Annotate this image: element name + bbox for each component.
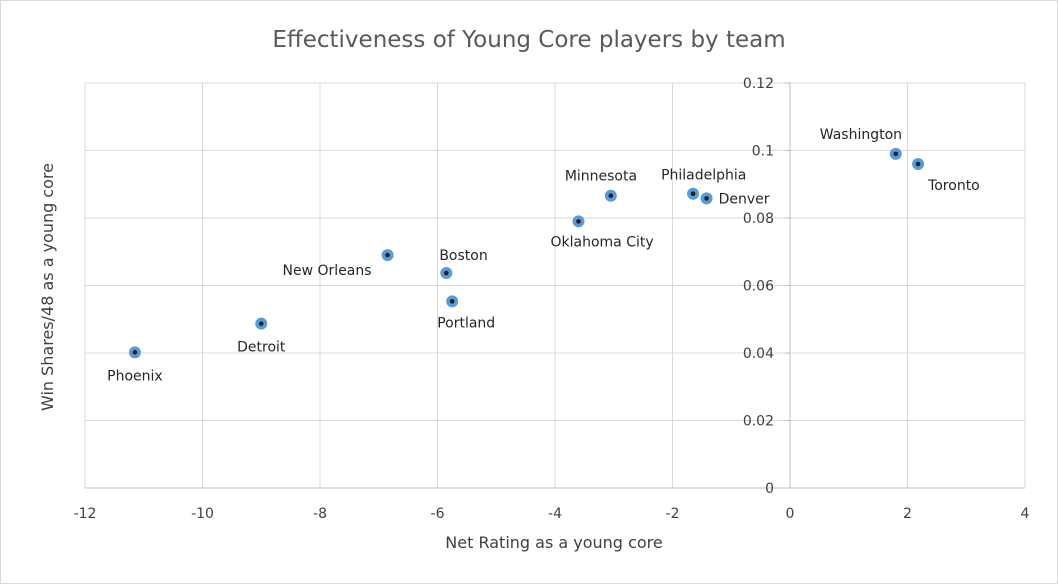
y-tick-label: 0.08	[743, 211, 774, 227]
data-label: Denver	[719, 191, 770, 207]
data-point-center	[385, 252, 390, 258]
x-tick-label: -4	[548, 506, 562, 522]
y-tick-label: 0.1	[752, 144, 774, 160]
data-point-center	[690, 191, 696, 196]
y-tick-label: 0.12	[743, 76, 774, 92]
x-tick-label: -12	[74, 506, 97, 522]
data-label: Minnesota	[565, 169, 637, 185]
data-label: Toronto	[927, 178, 980, 194]
data-label: Oklahoma City	[551, 234, 654, 250]
data-label: Phoenix	[107, 368, 163, 384]
data-point-center	[132, 350, 138, 355]
data-label: Philadelphia	[661, 168, 746, 184]
y-tick-label: 0	[765, 481, 774, 497]
x-tick-label: -10	[191, 506, 214, 522]
x-tick-label: -8	[313, 506, 327, 522]
data-point-center	[444, 270, 449, 276]
axes	[85, 82, 1025, 489]
y-tick-label: 0.06	[743, 279, 774, 295]
data-label: Detroit	[237, 340, 286, 356]
y-tick-label: 0.04	[743, 346, 774, 362]
data-point-center	[449, 299, 455, 304]
x-tick-label: 0	[786, 506, 795, 522]
data-point-center	[704, 196, 709, 201]
data-point-center	[608, 193, 614, 199]
x-tick-label: -2	[666, 506, 680, 522]
x-tick-label: -6	[431, 506, 445, 522]
data-labels: Phoenix Detroit New Orleans Boston Portland O…	[107, 127, 980, 384]
data-label: Washington	[820, 127, 902, 143]
x-tick-label: 2	[903, 506, 912, 522]
x-axis-title: Net Rating as a young core	[445, 533, 662, 552]
data-label: New Orleans	[283, 263, 372, 279]
x-tick-label: 4	[1021, 506, 1030, 522]
y-axis-title: Win Shares/48 as a young core	[38, 163, 57, 411]
data-point-center	[258, 321, 264, 326]
gridlines	[84, 82, 1026, 489]
y-tick-label: 0.02	[743, 414, 774, 430]
tick-labels: -12 -10 -8 -6 -4 -2 0 2 4 0 0.02 0.04 0.06 0.08 0.1 0.1…	[74, 76, 1030, 522]
data-label: Boston	[439, 248, 487, 264]
data-point-center	[576, 219, 581, 224]
data-point-center	[915, 161, 921, 167]
data-point-center	[893, 151, 899, 157]
data-points	[128, 147, 925, 359]
chart-title: Effectiveness of Young Core players by t…	[272, 27, 785, 53]
data-label: Portland	[437, 315, 495, 331]
